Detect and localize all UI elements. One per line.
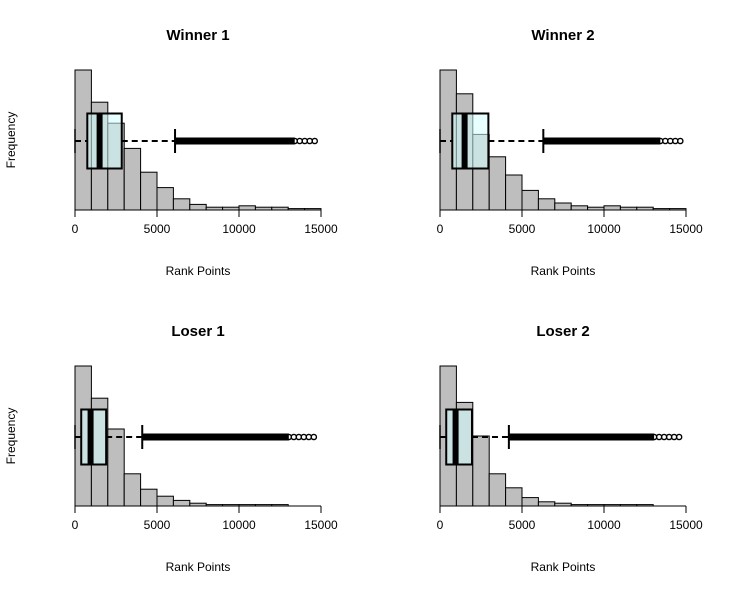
x-axis: 0 5000 10000 15000 [437,209,703,236]
histogram-bar [537,198,556,211]
histogram-bar [107,428,125,507]
chart-panel-2: Winner 2 0 5000 10000 15000 Rank Points [437,27,703,278]
figure-ylabel-top: Frequency [4,112,18,169]
x-tick-label: 15000 [669,222,703,236]
histogram-bar [554,202,572,211]
chart-panel-1: Winner 1 0 5000 10000 15000 Rank Points [72,27,338,278]
outlier-point [675,433,683,441]
histogram-bar [521,497,539,507]
histogram-bar [140,171,158,211]
figure-ylabel-bottom: Frequency [4,408,18,465]
boxplot [74,408,144,466]
histogram-bar [172,499,191,507]
outlier-band [142,433,289,441]
x-tick-label: 10000 [222,518,256,532]
x-axis-label: Rank Points [166,264,231,278]
chart-panel-4: Loser 2 0 5000 10000 15000 Rank Points [437,323,703,574]
histogram-bar [238,205,256,211]
x-axis: 0 5000 10000 15000 [437,505,703,532]
x-tick-label: 0 [437,518,444,532]
boxplot [439,112,545,170]
histogram-bar [537,501,556,507]
x-axis: 0 5000 10000 15000 [72,505,338,532]
x-tick-label: 5000 [509,518,536,532]
boxplot-box [80,408,108,466]
boxplot-box [445,408,473,466]
chart-title: Winner 1 [166,27,229,44]
histogram-bar [156,187,174,211]
histogram-bar [488,156,507,211]
outlier-point [311,137,319,145]
x-axis-label: Rank Points [531,560,596,574]
x-tick-label: 0 [72,222,79,236]
boxplot-box [86,112,123,170]
x-axis-label: Rank Points [531,264,596,278]
chart-title: Winner 2 [531,27,594,44]
boxplot-outliers [543,137,684,145]
x-tick-label: 10000 [222,222,256,236]
x-tick-label: 15000 [669,518,703,532]
histogram-bar [123,473,142,507]
boxplot-outliers [175,137,319,145]
outlier-band [508,433,655,441]
histogram-bar [488,473,507,507]
chart-title: Loser 1 [171,323,224,340]
outlier-band [543,137,661,145]
x-tick-label: 15000 [304,518,338,532]
boxplot-box [451,112,490,170]
x-tick-label: 0 [437,222,444,236]
histogram-bar [156,495,174,507]
histogram-bar [140,488,158,507]
histogram-bar [521,189,539,211]
x-tick-label: 15000 [304,222,338,236]
boxplot-outliers [142,433,318,441]
outlier-band [175,137,295,145]
chart-title: Loser 2 [536,323,589,340]
histogram-bar [123,147,142,211]
histogram-bar [472,435,490,507]
x-tick-label: 10000 [587,222,621,236]
boxplot [439,408,510,466]
histogram-bar [189,203,207,211]
x-tick-label: 0 [72,518,79,532]
histogram-bar [570,205,589,211]
chart-panel-3: Loser 1 0 5000 10000 15000 Rank Points [72,323,338,574]
histogram-bar [505,174,523,211]
x-axis: 0 5000 10000 15000 [72,209,338,236]
x-tick-label: 5000 [144,222,171,236]
x-tick-label: 5000 [509,222,536,236]
histogram-bar [172,198,191,211]
outlier-point [677,137,684,145]
x-tick-label: 10000 [587,518,621,532]
histogram-bar [603,205,621,211]
boxplot-outliers [508,433,683,441]
histogram-bar [505,487,523,507]
x-axis-label: Rank Points [166,560,231,574]
x-tick-label: 5000 [144,518,171,532]
outlier-point [310,433,318,441]
